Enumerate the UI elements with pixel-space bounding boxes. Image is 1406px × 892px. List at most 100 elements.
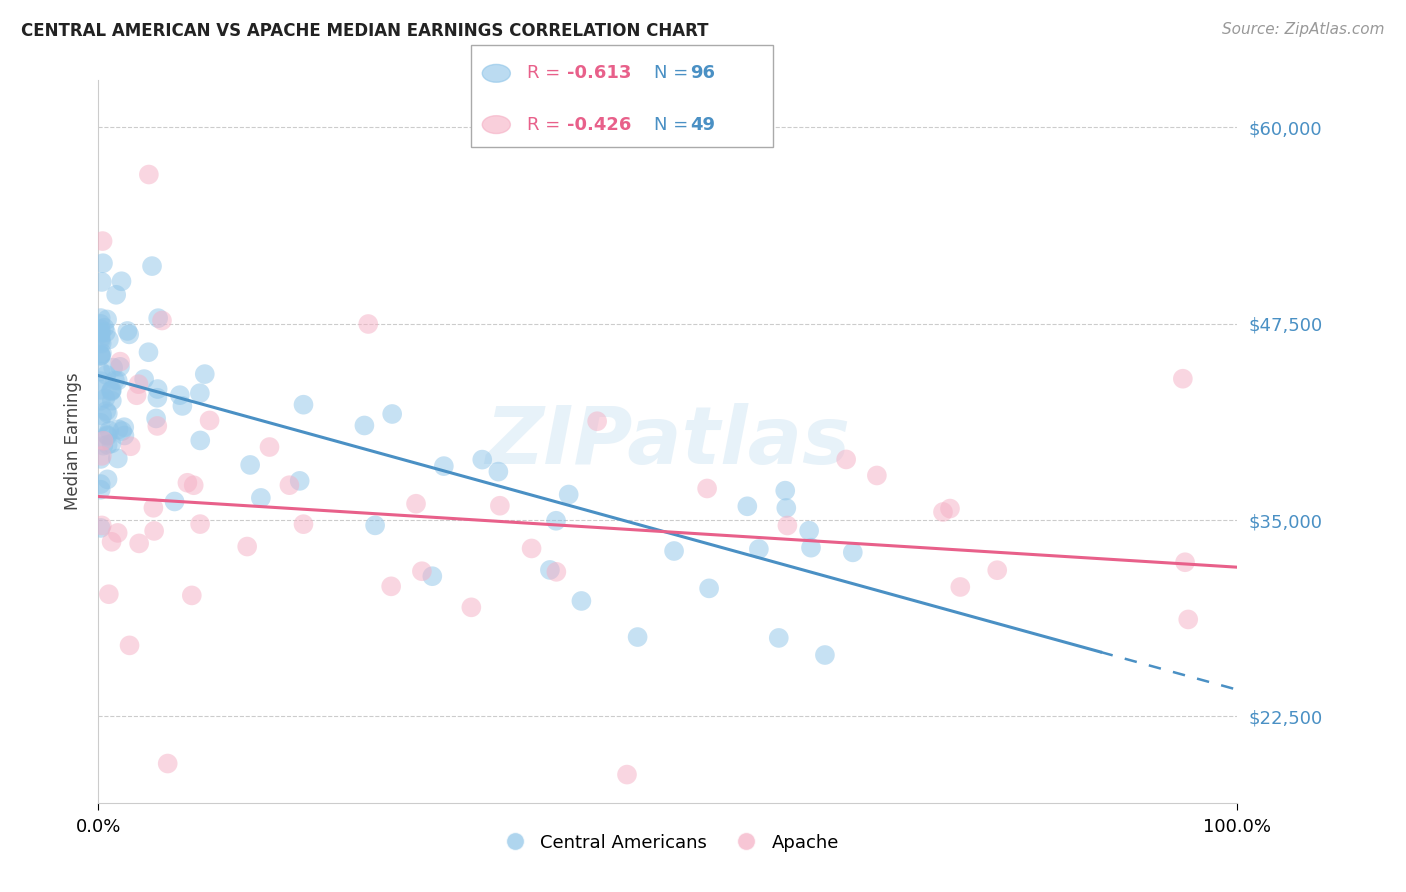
Point [96,312,118,326]
Point [117,324,139,338]
Point [90,521,112,535]
Point [90,325,112,339]
Point [405,497,427,511]
Point [96,404,118,418]
Point [188,517,211,532]
Point [557,487,579,501]
Point [107,374,129,388]
Point [128,377,150,392]
Point [1174,555,1197,569]
Point [768,631,790,645]
Point [108,359,131,374]
Point [94,391,117,405]
Point [411,564,433,578]
Point [381,407,404,421]
Point [259,440,281,454]
Point [90,311,112,326]
Point [112,428,135,442]
Point [776,518,799,533]
Point [101,360,124,375]
Text: N =: N = [654,116,693,134]
Point [96,472,118,486]
Point [107,451,129,466]
Text: -0.426: -0.426 [567,116,631,134]
Point [90,348,112,362]
Point [866,468,889,483]
Point [90,322,112,336]
Point [571,594,593,608]
Point [748,542,770,557]
Point [353,418,375,433]
Point [662,544,685,558]
Point [697,582,720,596]
Point [800,541,823,555]
Point [949,580,972,594]
Point [737,500,759,514]
Point [100,534,122,549]
Point [520,541,543,556]
Point [91,439,114,453]
Point [616,767,638,781]
Point [586,414,609,428]
Point [101,383,124,397]
Point [90,349,112,363]
Point [188,386,211,401]
Point [842,545,865,559]
Point [146,419,169,434]
Point [90,374,112,388]
Point [236,540,259,554]
Point [932,505,955,519]
Point [90,393,112,408]
Point [105,288,128,302]
Point [180,589,202,603]
Point [292,517,315,532]
Point [100,384,122,398]
Point [90,477,112,491]
Point [93,434,115,448]
Point [357,317,380,331]
Point [939,501,962,516]
Text: R =: R = [527,64,567,82]
Point [814,648,837,662]
Point [90,364,112,378]
Point [486,465,509,479]
Point [775,500,797,515]
Point [146,311,169,326]
Point [773,483,796,498]
Point [143,524,166,538]
Point [90,416,112,430]
Point [176,475,198,490]
Point [90,383,112,397]
Point [101,393,124,408]
Point [108,354,131,368]
Point [90,317,112,331]
Point [97,438,120,452]
Point [146,382,169,396]
Point [292,398,315,412]
Point [90,275,112,289]
Point [90,349,112,363]
Point [696,482,718,496]
Point [96,368,118,382]
Point [90,346,112,360]
Point [90,518,112,533]
Point [1171,372,1194,386]
Point [90,336,112,351]
Point [118,327,141,342]
Point [364,518,387,533]
Point [169,388,191,402]
Point [138,345,160,359]
Point [546,565,568,579]
Point [90,331,112,345]
Point [278,478,301,492]
Point [797,524,820,538]
Point [112,420,135,434]
Point [172,399,194,413]
Point [90,334,112,348]
Point [98,424,121,438]
Point [93,320,115,334]
Point [96,428,118,442]
Point [128,536,150,550]
Point [489,499,512,513]
Point [156,756,179,771]
